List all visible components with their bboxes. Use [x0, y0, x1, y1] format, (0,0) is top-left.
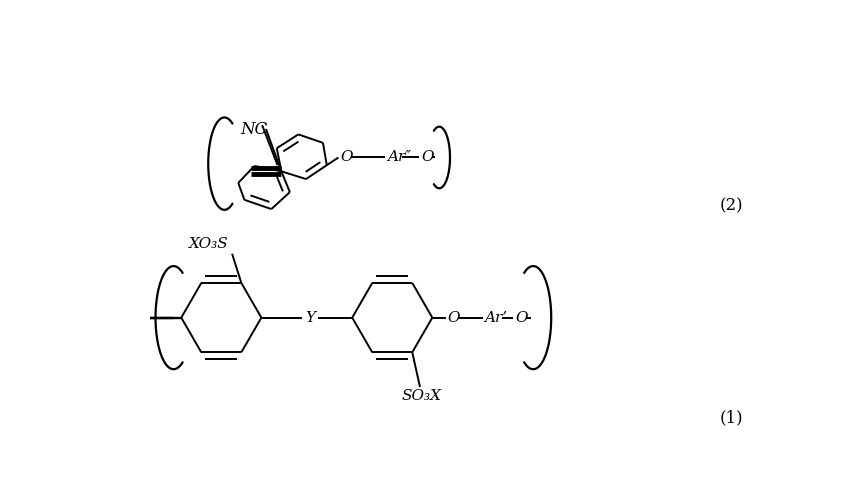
Text: XO₃S: XO₃S	[189, 237, 228, 251]
Text: Y: Y	[305, 311, 315, 325]
Text: Ar’: Ar’	[485, 311, 508, 325]
Text: (1): (1)	[719, 409, 743, 426]
Text: NC: NC	[241, 121, 268, 138]
Text: (2): (2)	[719, 197, 743, 215]
Text: O: O	[515, 311, 528, 325]
Text: Ar″: Ar″	[386, 150, 411, 164]
Text: O: O	[448, 311, 461, 325]
Text: O: O	[341, 150, 353, 164]
Text: O: O	[422, 150, 434, 164]
Text: SO₃X: SO₃X	[402, 389, 441, 403]
